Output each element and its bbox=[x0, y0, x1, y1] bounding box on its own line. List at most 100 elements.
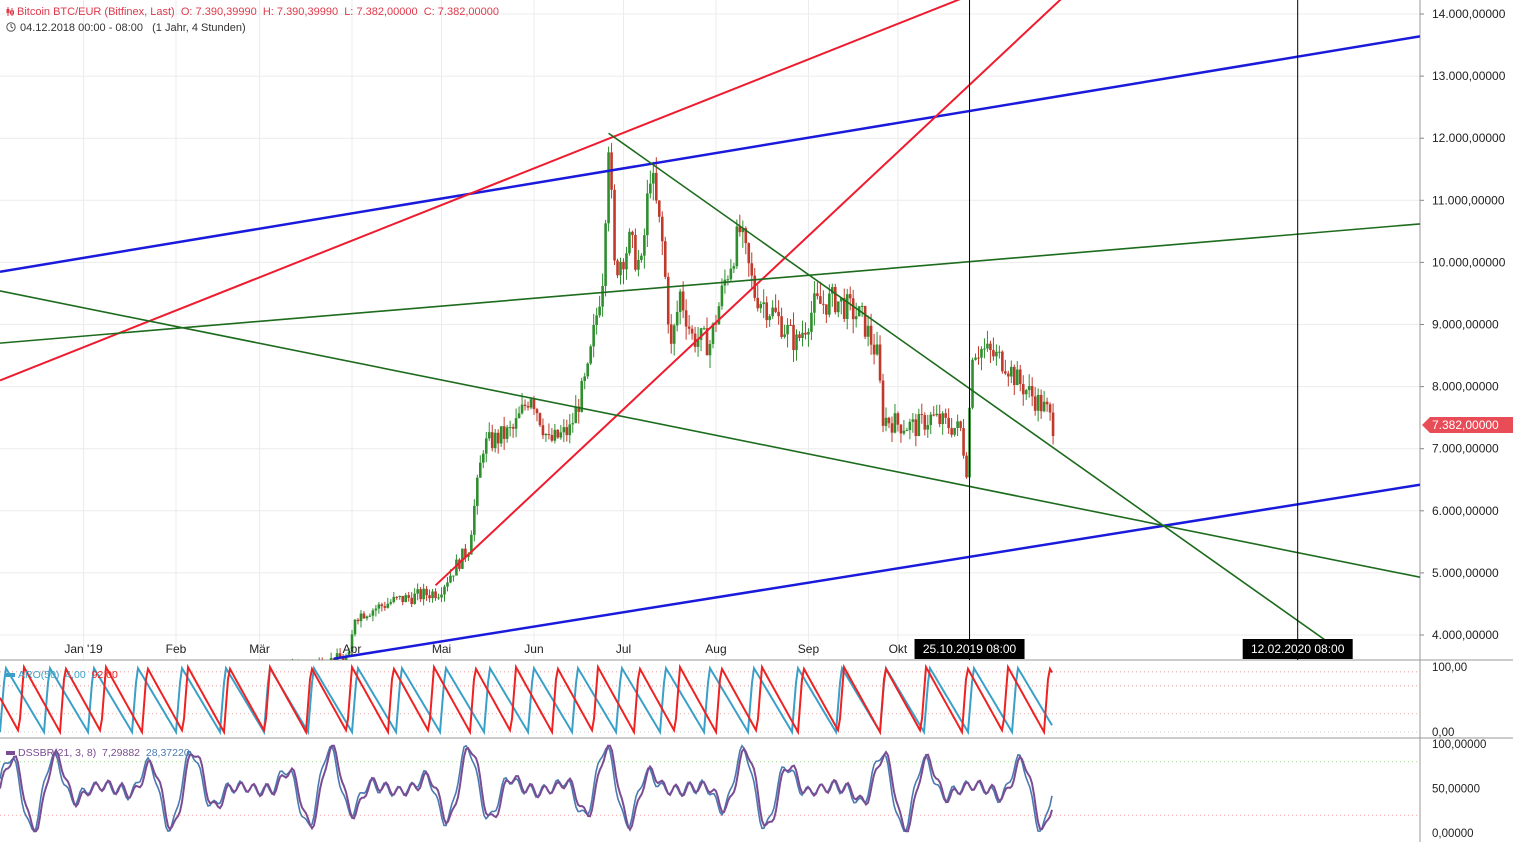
candle-body bbox=[854, 316, 858, 320]
aro-pane: 100,00 0,00 bbox=[0, 662, 1467, 739]
candle-body bbox=[735, 226, 739, 267]
candle-body bbox=[416, 589, 419, 594]
candle-body bbox=[121, 677, 124, 678]
candle-body bbox=[175, 673, 178, 675]
candle-body bbox=[255, 668, 258, 677]
candle-body bbox=[490, 432, 494, 449]
close-value: 7.382,00000 bbox=[437, 6, 499, 18]
candle-body bbox=[172, 675, 175, 679]
candle-body bbox=[759, 304, 763, 309]
trendline-blue bbox=[333, 483, 1420, 660]
aro-name: ARO(50) bbox=[18, 669, 60, 681]
candle-body bbox=[332, 657, 336, 660]
candle-body bbox=[213, 672, 216, 673]
candle-body bbox=[908, 421, 912, 431]
candle-body bbox=[124, 677, 127, 680]
candle-body bbox=[771, 307, 774, 317]
candle-body bbox=[813, 293, 816, 313]
candle-body bbox=[660, 216, 664, 242]
candle-body bbox=[306, 663, 309, 666]
candle-body bbox=[893, 413, 897, 433]
candle-body bbox=[249, 669, 252, 673]
candle-body bbox=[1001, 351, 1004, 372]
candle-body bbox=[443, 586, 446, 595]
candle-body bbox=[169, 679, 172, 680]
candle-body bbox=[965, 455, 968, 478]
open-value: 7.390,39990 bbox=[195, 6, 257, 18]
candle-body bbox=[705, 328, 709, 356]
candle-body bbox=[714, 323, 718, 325]
candle-body bbox=[246, 673, 249, 675]
candle-body bbox=[655, 172, 658, 201]
candle-body bbox=[899, 424, 903, 434]
candle-body bbox=[890, 423, 894, 433]
high-value: 7.390,39990 bbox=[276, 6, 339, 18]
candle-body bbox=[643, 235, 646, 256]
aro-value-2: 92,00 bbox=[91, 669, 118, 681]
candle-body bbox=[1012, 366, 1016, 386]
trendline-red bbox=[434, 0, 1062, 587]
time-axis-label: Jul bbox=[616, 642, 631, 656]
candle-body bbox=[196, 672, 199, 675]
candle-body bbox=[717, 306, 721, 325]
time-axis-label: Jun bbox=[524, 642, 543, 656]
candle-body bbox=[601, 285, 604, 307]
candle-body bbox=[941, 413, 944, 425]
candle-body bbox=[550, 434, 554, 441]
candle-body bbox=[935, 413, 939, 416]
candle-body bbox=[842, 298, 846, 319]
aro-axis-label: 100,00 bbox=[1432, 662, 1467, 674]
candle-body bbox=[371, 610, 375, 616]
candle-body bbox=[693, 333, 697, 347]
dss-indicator-label[interactable]: DSSBR(21, 3, 8) 7,29882 28,37220 bbox=[6, 747, 190, 759]
candle-body bbox=[911, 419, 915, 422]
trendline-red bbox=[0, 0, 961, 382]
candle-body bbox=[392, 596, 396, 603]
candle-body bbox=[672, 325, 676, 344]
candle-body bbox=[744, 228, 748, 244]
candle-body bbox=[359, 613, 363, 622]
price-tick-label: 13.000,00000 bbox=[1432, 69, 1506, 83]
candle-body bbox=[649, 183, 652, 194]
candle-body bbox=[816, 293, 819, 297]
candle-body bbox=[297, 661, 300, 662]
candle-body bbox=[974, 357, 977, 360]
candle-body bbox=[473, 505, 476, 535]
candle-body bbox=[532, 399, 536, 410]
candle-body bbox=[202, 672, 205, 677]
price-tick-label: 10.000,00000 bbox=[1432, 255, 1506, 269]
candle-body bbox=[389, 602, 393, 604]
candle-body bbox=[613, 189, 616, 261]
candle-body bbox=[285, 666, 288, 667]
candle-body bbox=[211, 672, 214, 679]
candle-body bbox=[288, 666, 291, 671]
candle-body bbox=[505, 427, 509, 439]
candle-body bbox=[640, 255, 643, 260]
candle-body bbox=[923, 415, 927, 430]
candle-body bbox=[646, 193, 649, 236]
candle-body bbox=[395, 596, 399, 598]
candle-body bbox=[872, 344, 876, 355]
candle-body bbox=[1024, 390, 1028, 395]
candle-body bbox=[789, 324, 792, 326]
chart-header-ohlc: Bitcoin BTC/EUR (Bitfinex, Last) O: 7.39… bbox=[6, 6, 499, 18]
candle-body bbox=[783, 334, 786, 337]
aro-indicator-label[interactable]: ARO(50) 4,00 92,00 bbox=[6, 669, 118, 681]
candle-body bbox=[765, 302, 768, 321]
candle-body bbox=[321, 660, 324, 667]
candle-body bbox=[437, 597, 440, 599]
candle-body bbox=[264, 674, 267, 675]
candle-body bbox=[980, 348, 983, 358]
price-tick-label: 9.000,00000 bbox=[1432, 318, 1499, 332]
close-label: C: bbox=[423, 6, 435, 18]
candle-body bbox=[422, 588, 425, 600]
price-tick-label: 5.000,00000 bbox=[1432, 566, 1499, 580]
candle-body bbox=[199, 675, 202, 676]
aro-down-line bbox=[0, 663, 1053, 736]
candle-body bbox=[157, 674, 160, 679]
aro-value-1: 4,00 bbox=[65, 669, 86, 681]
time-marker-badge bbox=[914, 639, 1025, 659]
time-axis-label: Feb bbox=[166, 642, 187, 656]
period-label: (1 Jahr, 4 Stunden) bbox=[152, 22, 246, 34]
